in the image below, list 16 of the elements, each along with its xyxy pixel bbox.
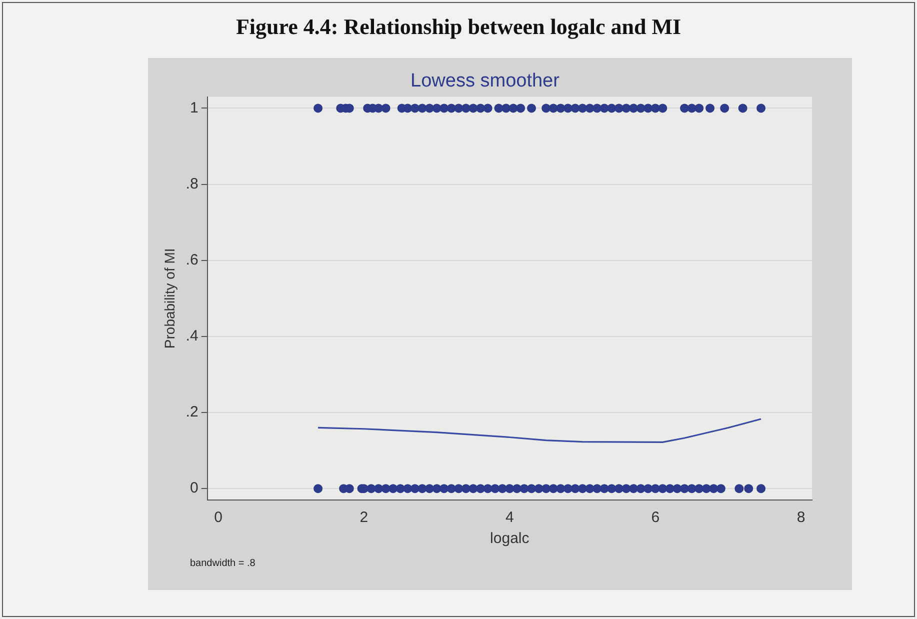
x-tick-label: 0 — [214, 509, 222, 526]
y-tick-label: .4 — [186, 328, 198, 345]
x-tick-label: 6 — [651, 509, 660, 526]
x-tick-label: 8 — [796, 509, 806, 526]
y-tick-label: 0 — [190, 480, 198, 497]
text: bandwidth = .8 — [190, 558, 256, 569]
x-axis-title: logalc — [490, 530, 530, 548]
chart-subtitle: Lowess smoother — [410, 70, 560, 92]
y-tick-label: 1 — [190, 99, 198, 116]
y-axis-title: Probability of MI — [161, 248, 178, 349]
x-tick-label: 4 — [505, 509, 514, 526]
chart-title: Figure 4.4: Relationship between logalc and MI — [234, 14, 682, 40]
y-tick-label: .2 — [186, 404, 198, 421]
y-tick-label: .6 — [186, 252, 198, 269]
x-tick-label: 2 — [360, 509, 368, 526]
y-tick-label: .8 — [186, 175, 198, 192]
